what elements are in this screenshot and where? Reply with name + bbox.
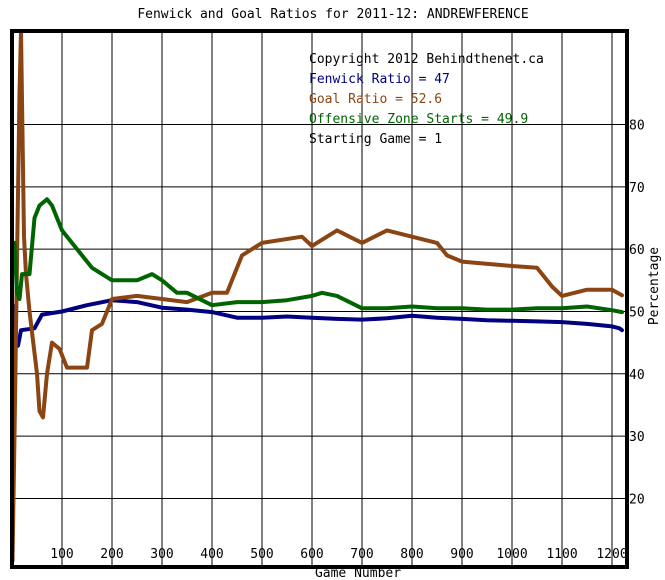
y-tick-label: 40	[629, 368, 645, 383]
chart-title: Fenwick and Goal Ratios for 2011-12: AND…	[137, 7, 528, 22]
annotation-line: Offensive Zone Starts = 49.9	[309, 112, 528, 127]
y-tick-label: 20	[629, 492, 645, 507]
annotation-line: Starting Game = 1	[309, 132, 442, 147]
y-axis-label: Percentage	[647, 247, 662, 325]
x-tick-label: 600	[300, 547, 323, 562]
x-tick-label: 900	[450, 547, 473, 562]
x-tick-label: 100	[50, 547, 73, 562]
y-tick-label: 50	[629, 305, 645, 320]
x-tick-label: 1000	[496, 547, 527, 562]
y-tick-label: 70	[629, 181, 645, 196]
x-tick-label: 1100	[546, 547, 577, 562]
series-line-offensive-zone-starts	[10, 197, 624, 315]
x-tick-label: 800	[400, 547, 423, 562]
x-tick-label: 200	[100, 547, 123, 562]
y-tick-labels: 20 30 40 50 60 70 80	[629, 118, 645, 507]
series-layer	[10, 29, 624, 563]
y-tick-label: 30	[629, 430, 645, 445]
grid	[12, 31, 627, 567]
annotation-line: Goal Ratio = 52.6	[309, 92, 442, 107]
series-line-fenwick-ratio	[10, 298, 624, 348]
annotation-line: Fenwick Ratio = 47	[309, 72, 450, 87]
series-line-goal-ratio	[10, 29, 624, 563]
x-tick-label: 400	[200, 547, 223, 562]
x-axis-label: Game Number	[315, 566, 401, 580]
annotation-line: Copyright 2012 Behindthenet.ca	[309, 52, 544, 67]
y-tick-label: 80	[629, 118, 645, 133]
x-tick-label: 1200	[596, 547, 627, 562]
x-tick-labels: 100 200 300 400 500 600 700 800 900 1000 1100 1200	[50, 547, 627, 562]
x-tick-label: 700	[350, 547, 373, 562]
y-tick-label: 60	[629, 243, 645, 258]
annotations: Copyright 2012 Behindthenet.ca Fenwick Ra…	[309, 52, 544, 147]
x-tick-label: 300	[150, 547, 173, 562]
x-tick-label: 500	[250, 547, 273, 562]
plot-frame	[10, 29, 629, 569]
